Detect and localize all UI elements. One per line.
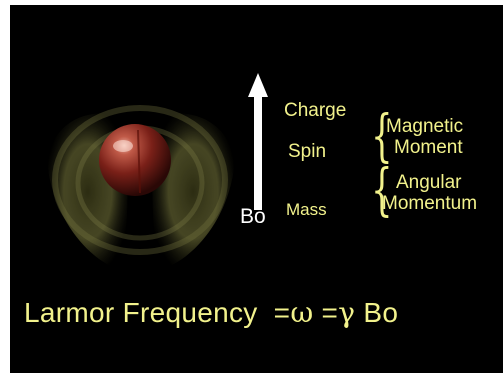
angular-momentum-brace: { <box>371 158 393 223</box>
magnetic-moment-line1: Magnetic <box>386 116 464 137</box>
magnetic-moment-brace: { <box>371 104 393 169</box>
charge-label: Charge <box>284 100 347 121</box>
formula-equals-2: = <box>321 297 339 328</box>
formula-name: Larmor Frequency <box>24 297 258 328</box>
outer-field-loop <box>52 105 228 255</box>
formula-field: Bo <box>363 297 399 328</box>
angular-momentum-line2: Momentum <box>382 193 478 214</box>
omega-symbol: ω <box>290 296 314 329</box>
gamma-symbol: γ <box>338 296 356 329</box>
larmor-formula: Larmor Frequency =ω =γ Bo <box>24 299 398 327</box>
mass-label: Mass <box>286 200 327 219</box>
angular-momentum-line1: Angular <box>396 172 462 193</box>
magnetic-moment-line2: Moment <box>394 137 463 158</box>
spin-diagram <box>48 73 268 270</box>
spin-label: Spin <box>288 141 327 162</box>
right-field-lobe <box>152 113 234 270</box>
sphere-icon <box>99 124 171 196</box>
field-label: Bo <box>240 205 266 228</box>
slide: Charge Spin Mass { { Magnetic Moment Ang… <box>10 5 503 373</box>
arrow-up-icon <box>248 73 268 210</box>
formula-equals-1: = <box>273 297 291 328</box>
